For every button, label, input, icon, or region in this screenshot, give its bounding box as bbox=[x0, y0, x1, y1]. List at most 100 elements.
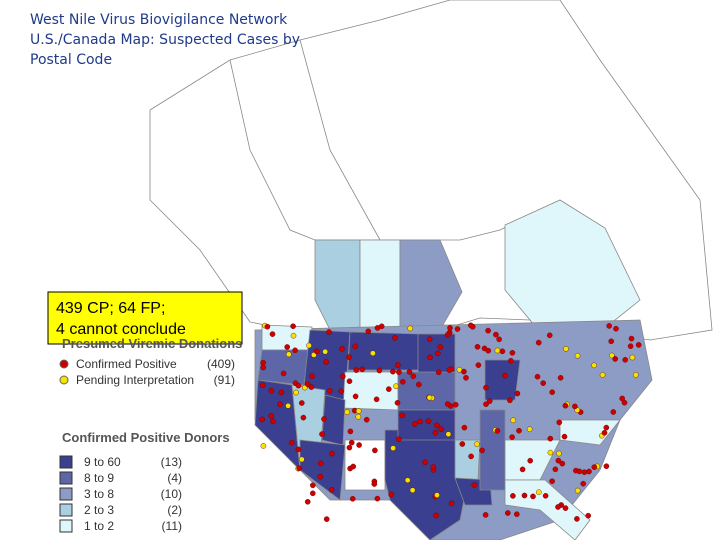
case-dot bbox=[422, 459, 428, 466]
case-dot bbox=[504, 510, 511, 516]
case-dot bbox=[292, 347, 298, 354]
case-dot bbox=[376, 367, 383, 374]
case-dot bbox=[338, 388, 345, 394]
case-dot bbox=[269, 331, 276, 337]
case-dot bbox=[574, 487, 581, 494]
case-dot bbox=[552, 466, 559, 473]
case-dot bbox=[317, 473, 324, 480]
case-dot bbox=[581, 469, 588, 476]
case-dot bbox=[270, 418, 276, 425]
legend-swatch bbox=[59, 455, 73, 469]
case-dot bbox=[494, 347, 501, 354]
case-dot bbox=[536, 489, 542, 496]
legend: Confirmed Positive (409) Pending Interpret… bbox=[59, 357, 235, 533]
case-dot bbox=[323, 359, 329, 365]
case-dot bbox=[555, 504, 561, 510]
case-dot bbox=[635, 342, 642, 348]
case-dot bbox=[556, 450, 562, 457]
case-dot bbox=[326, 387, 333, 394]
case-dot bbox=[359, 366, 366, 373]
case-dot bbox=[427, 354, 433, 361]
case-dot bbox=[510, 493, 516, 499]
legend-count: (10) bbox=[161, 487, 182, 501]
case-dot bbox=[260, 359, 266, 366]
case-dot bbox=[411, 421, 418, 427]
case-dot bbox=[435, 369, 442, 376]
case-dot bbox=[608, 338, 615, 345]
case-dot bbox=[445, 431, 452, 438]
case-dot bbox=[527, 457, 534, 464]
case-dot bbox=[285, 402, 291, 409]
case-dot bbox=[502, 372, 508, 379]
case-dot bbox=[432, 429, 439, 436]
case-dot bbox=[406, 369, 413, 375]
case-dot bbox=[535, 339, 542, 346]
case-dot bbox=[599, 372, 606, 378]
case-dot bbox=[585, 512, 592, 519]
case-dot bbox=[486, 398, 493, 404]
case-dot bbox=[499, 348, 506, 355]
case-dot bbox=[627, 343, 634, 350]
case-dot bbox=[574, 352, 581, 359]
case-dot bbox=[348, 439, 355, 446]
case-dot bbox=[356, 442, 362, 448]
case-dot bbox=[326, 329, 332, 335]
case-dot bbox=[483, 401, 489, 408]
manitoba bbox=[399, 239, 463, 331]
case-dot bbox=[459, 441, 466, 447]
case-dot bbox=[371, 481, 378, 487]
case-dot bbox=[510, 417, 517, 424]
case-dot bbox=[479, 447, 485, 454]
case-dot bbox=[508, 357, 514, 364]
case-dot bbox=[346, 378, 353, 385]
case-dot bbox=[622, 356, 629, 363]
case-dot bbox=[530, 493, 536, 500]
case-dot bbox=[309, 373, 315, 379]
case-dot bbox=[353, 367, 360, 373]
case-dot bbox=[399, 378, 406, 385]
case-dot bbox=[601, 429, 608, 436]
case-dot bbox=[534, 373, 541, 380]
case-dot bbox=[388, 491, 395, 498]
case-dot bbox=[268, 387, 275, 394]
case-dot bbox=[574, 516, 580, 522]
case-dot bbox=[394, 362, 401, 368]
case-dot bbox=[603, 463, 610, 470]
case-dot bbox=[396, 369, 402, 375]
case-dot bbox=[352, 393, 359, 400]
legend-label: Pending Interpretation bbox=[76, 373, 194, 387]
case-dot bbox=[447, 325, 453, 331]
case-dot bbox=[304, 498, 311, 505]
legend-swatch bbox=[59, 519, 73, 533]
case-dot bbox=[355, 408, 362, 414]
case-dot bbox=[434, 492, 440, 498]
legend-marker bbox=[59, 375, 69, 385]
case-dot bbox=[260, 364, 267, 371]
case-dot bbox=[509, 349, 516, 356]
case-dot bbox=[461, 424, 468, 431]
legend-count: (4) bbox=[167, 471, 182, 485]
case-dot bbox=[628, 335, 635, 342]
legend-count: (91) bbox=[214, 373, 235, 387]
legend-marker bbox=[59, 359, 69, 369]
case-dot bbox=[296, 465, 303, 472]
case-dot bbox=[355, 413, 362, 420]
case-dot bbox=[295, 446, 302, 453]
callout-text: 439 CP; 64 FP; bbox=[56, 300, 165, 317]
case-dot bbox=[298, 456, 305, 463]
case-dot bbox=[521, 492, 528, 499]
case-dot bbox=[610, 409, 617, 415]
case-dot bbox=[344, 409, 350, 415]
territory-border bbox=[299, 39, 381, 241]
case-dot bbox=[434, 350, 441, 357]
state bbox=[347, 331, 421, 371]
case-dot bbox=[395, 436, 402, 443]
case-dot bbox=[317, 460, 324, 467]
case-dot bbox=[346, 444, 353, 451]
case-dot bbox=[370, 350, 376, 357]
case-dot bbox=[321, 416, 327, 422]
case-dot bbox=[437, 344, 444, 350]
case-dot bbox=[542, 492, 549, 499]
case-dot bbox=[433, 422, 440, 429]
